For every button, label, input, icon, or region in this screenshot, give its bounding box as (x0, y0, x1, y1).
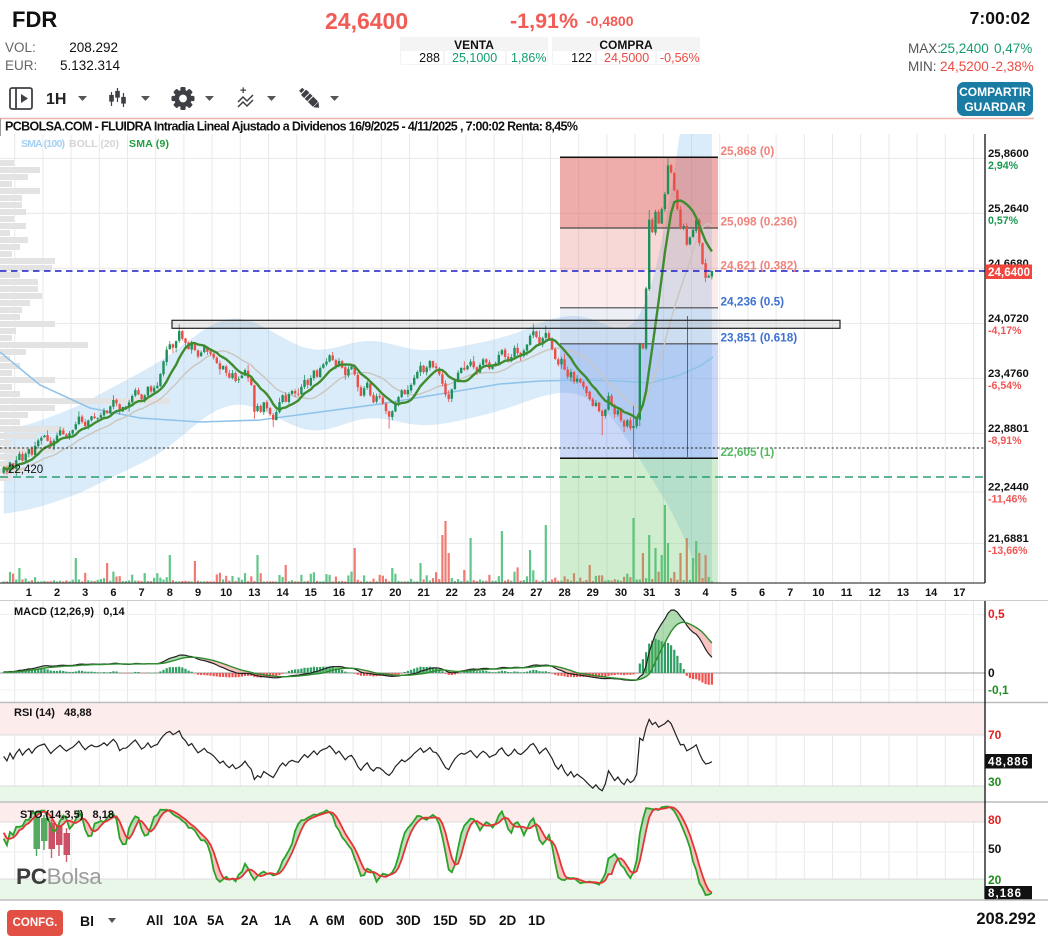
svg-text:30: 30 (615, 587, 627, 599)
svg-text:22,420: 22,420 (8, 464, 43, 476)
svg-text:SMA (100): SMA (100) (21, 138, 65, 150)
svg-text:20: 20 (988, 873, 1002, 887)
svg-text:-6,54%: -6,54% (988, 380, 1022, 392)
svg-text:2,94%: 2,94% (988, 160, 1019, 172)
svg-text:-11,46%: -11,46% (988, 494, 1027, 506)
svg-text:-8,91%: -8,91% (988, 435, 1022, 447)
svg-text:12: 12 (869, 587, 881, 599)
svg-text:20: 20 (389, 587, 401, 599)
svg-text:13: 13 (897, 587, 909, 599)
svg-text:14: 14 (276, 587, 289, 599)
svg-text:2: 2 (54, 587, 60, 599)
svg-text:STO (14,3,5) 8,18: STO (14,3,5) 8,18 (20, 809, 114, 821)
svg-text:14: 14 (925, 587, 938, 599)
svg-text:21: 21 (417, 587, 429, 599)
svg-text:23: 23 (474, 587, 486, 599)
svg-text:27: 27 (530, 587, 542, 599)
svg-text:70: 70 (988, 728, 1002, 742)
svg-text:6: 6 (110, 587, 116, 599)
svg-text:25,2640: 25,2640 (988, 203, 1029, 215)
svg-text:10: 10 (220, 587, 232, 599)
svg-text:PCBolsa: PCBolsa (16, 864, 102, 889)
svg-text:48,886: 48,886 (988, 757, 1028, 769)
svg-text:24,236 (0.5): 24,236 (0.5) (721, 295, 785, 309)
svg-text:22,8801: 22,8801 (988, 423, 1029, 435)
svg-text:24,0720: 24,0720 (988, 313, 1029, 325)
svg-text:1: 1 (26, 587, 32, 599)
svg-text:10: 10 (812, 587, 824, 599)
svg-text:24,621 (0.382): 24,621 (0.382) (721, 259, 798, 273)
svg-text:22,605 (1): 22,605 (1) (721, 445, 775, 459)
svg-text:3: 3 (674, 587, 680, 599)
svg-text:9: 9 (195, 587, 201, 599)
svg-text:24: 24 (502, 587, 515, 599)
svg-text:21,6881: 21,6881 (988, 533, 1029, 545)
svg-text:23,851 (0.618): 23,851 (0.618) (721, 331, 798, 345)
svg-text:SMA (9): SMA (9) (129, 138, 169, 150)
svg-text:0: 0 (988, 666, 995, 680)
svg-text:25,8600: 25,8600 (988, 148, 1029, 160)
svg-text:17: 17 (361, 587, 373, 599)
svg-text:13: 13 (248, 587, 260, 599)
svg-text:50: 50 (988, 842, 1002, 856)
svg-text:24,6400: 24,6400 (988, 267, 1030, 279)
svg-text:25,868 (0): 25,868 (0) (721, 144, 775, 158)
svg-text:BOLL (20): BOLL (20) (69, 138, 119, 150)
svg-text:-0,1: -0,1 (988, 683, 1009, 697)
svg-text:-4,17%: -4,17% (988, 325, 1022, 337)
svg-text:11: 11 (841, 587, 853, 599)
svg-text:RSI (14) 48,88: RSI (14) 48,88 (14, 707, 92, 719)
svg-text:0,57%: 0,57% (988, 215, 1019, 227)
svg-text:30: 30 (988, 775, 1002, 789)
svg-text:22,2440: 22,2440 (988, 482, 1029, 494)
svg-text:17: 17 (953, 587, 965, 599)
svg-text:29: 29 (587, 587, 599, 599)
svg-text:3: 3 (82, 587, 88, 599)
svg-text:16: 16 (333, 587, 345, 599)
svg-text:25,098 (0.236): 25,098 (0.236) (721, 215, 798, 229)
svg-text:7: 7 (139, 587, 145, 599)
svg-text:7: 7 (787, 587, 793, 599)
svg-text:22: 22 (446, 587, 458, 599)
svg-text:80: 80 (988, 813, 1002, 827)
svg-text:5: 5 (731, 587, 737, 599)
svg-text:8: 8 (167, 587, 173, 599)
svg-text:MACD (12,26,9) 0,14: MACD (12,26,9) 0,14 (14, 606, 126, 618)
svg-text:+: + (240, 85, 246, 97)
svg-text:-13,66%: -13,66% (988, 545, 1028, 557)
svg-text:15: 15 (305, 587, 317, 599)
svg-text:4: 4 (703, 587, 710, 599)
svg-text:23,4760: 23,4760 (988, 368, 1029, 380)
svg-text:6: 6 (759, 587, 765, 599)
svg-text:8,186: 8,186 (988, 888, 1021, 900)
svg-text:PCBOLSA.COM - FLUIDRA Intradia: PCBOLSA.COM - FLUIDRA Intradia Lineal Aj… (5, 120, 578, 134)
svg-text:28: 28 (558, 587, 570, 599)
svg-text:1H: 1H (46, 91, 66, 108)
svg-text:0,5: 0,5 (988, 607, 1005, 621)
svg-text:31: 31 (643, 587, 655, 599)
